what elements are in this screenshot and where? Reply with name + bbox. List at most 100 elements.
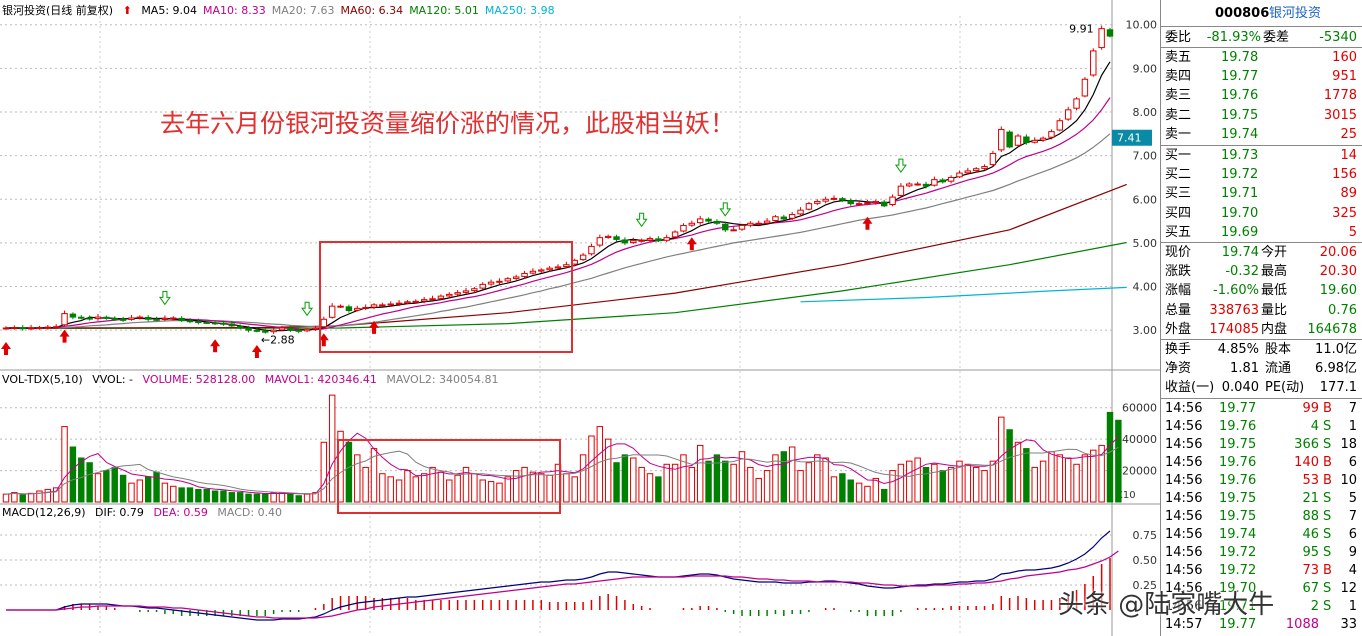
ask-level: 卖四 19.77 951: [1161, 67, 1361, 86]
volume-header: VOL-TDX(5,10) VVOL: - VOLUME: 528128.00 …: [2, 373, 505, 386]
volume-bar: [914, 457, 921, 503]
ma-legend: MA5: 9.04 MA10: 8.33 MA20: 7.63 MA60: 6.34 M…: [141, 4, 560, 17]
tick-p: 19.72: [1219, 563, 1257, 578]
candle-body: [496, 280, 503, 283]
price-tick-label: 10.00: [1126, 19, 1158, 32]
candle-body: [504, 278, 512, 282]
volume-bar: [328, 394, 336, 503]
ask-level-volume: 3015: [1323, 107, 1357, 123]
candle-body: [370, 304, 378, 308]
macd-dea-line: [6, 550, 1119, 619]
candle-body: [69, 313, 77, 318]
candle-body: [538, 269, 545, 272]
tick-p: 19.76: [1219, 455, 1257, 470]
stat-v2: 19.60: [1319, 283, 1357, 299]
candle-body: [19, 327, 26, 330]
buy-arrow-icon: [862, 216, 873, 230]
candle-body: [847, 200, 854, 205]
tick-row: 14:56 19.75 21 S 5: [1161, 490, 1361, 508]
stat-l1: 外盘: [1165, 321, 1192, 337]
candle-body: [1090, 50, 1097, 76]
tick-t: 14:56: [1165, 473, 1203, 488]
candle-body: [203, 321, 210, 324]
tick-p: 19.77: [1219, 401, 1257, 416]
candle-body: [94, 316, 102, 320]
stat-l2: 内盘: [1261, 321, 1288, 337]
candle-body: [11, 327, 18, 330]
buy-arrow-icon: [686, 237, 697, 251]
tick-row: 14:56 19.77 99 B 7: [1161, 400, 1361, 418]
volume-bar: [354, 454, 361, 503]
candle-body: [354, 307, 361, 311]
candle-body: [295, 329, 302, 332]
ask-level-label: 卖四: [1165, 69, 1192, 85]
ask-level-label: 卖三: [1165, 88, 1192, 104]
tick-row: 14:57 19.77 1088 33: [1161, 616, 1361, 634]
candle-body: [86, 317, 93, 320]
fund-l2: 流通: [1265, 361, 1292, 377]
divider: [1161, 398, 1362, 399]
tick-bs: S: [1323, 437, 1332, 452]
candle-body: [646, 238, 654, 241]
volume-bar: [630, 457, 637, 503]
ma120-line: [5, 241, 1127, 329]
ma60-line: [5, 183, 1127, 329]
candle-body: [989, 152, 997, 166]
volume-bar: [638, 466, 645, 503]
buy-arrow-icon: [251, 345, 262, 359]
tick-v: 99: [1302, 401, 1319, 416]
volume-bar: [103, 470, 110, 503]
tick-row: 14:56 19.72 95 S 9: [1161, 544, 1361, 562]
ask-level-volume: 951: [1332, 69, 1357, 85]
volume-bar: [972, 466, 980, 503]
volume-bar: [203, 488, 210, 503]
divider: [1161, 26, 1362, 27]
price-tick-label: 6.00: [1133, 193, 1158, 206]
candle-body: [395, 302, 403, 305]
candle-body: [588, 245, 595, 255]
volume-bar: [144, 476, 152, 503]
tick-bs: B: [1323, 473, 1332, 488]
candle-body: [320, 318, 328, 328]
bid-level-price: 19.71: [1221, 186, 1259, 202]
kline-chart-area[interactable]: 10.00 9.00 8.00 7.00 6.00 5.00 4.00 3.00 60000 40…: [0, 0, 1160, 636]
candle-body: [922, 183, 930, 187]
candle-body: [1006, 131, 1013, 148]
tick-p: 19.75: [1219, 437, 1257, 452]
candle-body: [287, 327, 294, 331]
volume-bar: [1048, 451, 1055, 503]
volume-bar: [153, 471, 160, 503]
ma-legend-item: MA120: 5.01: [409, 4, 479, 17]
candle-body: [579, 254, 587, 261]
candle-body: [44, 326, 52, 329]
tick-bs: B: [1323, 455, 1332, 470]
macd-tick-label: 0.50: [1133, 554, 1158, 567]
tick-bs: S: [1323, 599, 1332, 614]
tick-t: 14:56: [1165, 401, 1203, 416]
volume-bar: [52, 487, 60, 503]
tick-row: 14:56 19.71 2 S 1: [1161, 598, 1361, 616]
volume-bar: [220, 490, 227, 503]
volume-bar: [345, 441, 353, 503]
stat-row: 外盘 174085 内盘 164678: [1161, 320, 1361, 339]
volume-bar: [119, 474, 127, 503]
ask-level: 卖三 19.76 1778: [1161, 86, 1361, 105]
candle-body: [630, 240, 637, 244]
candle-body: [772, 216, 779, 221]
tick-v: 21: [1302, 491, 1319, 506]
candle-body: [621, 239, 629, 244]
candle-body: [1014, 135, 1022, 146]
candle-body: [36, 327, 43, 330]
ma-legend-item: MA60: 6.34: [340, 4, 404, 17]
tick-p: 19.76: [1219, 473, 1257, 488]
kline-chart[interactable]: 10.00 9.00 8.00 7.00 6.00 5.00 4.00 3.00 60000 40…: [0, 0, 1160, 636]
tick-n: 1: [1348, 599, 1357, 614]
candle-body: [956, 172, 963, 178]
fund-row: 净资 1.81 流通 6.98亿: [1161, 359, 1361, 378]
candle-body: [52, 326, 60, 329]
bid-level-volume: 156: [1332, 167, 1357, 183]
candle-body: [889, 196, 896, 206]
macd-title: MACD(12,26,9): [2, 506, 86, 519]
candle-body: [596, 237, 604, 246]
volume-bar: [1023, 448, 1030, 503]
